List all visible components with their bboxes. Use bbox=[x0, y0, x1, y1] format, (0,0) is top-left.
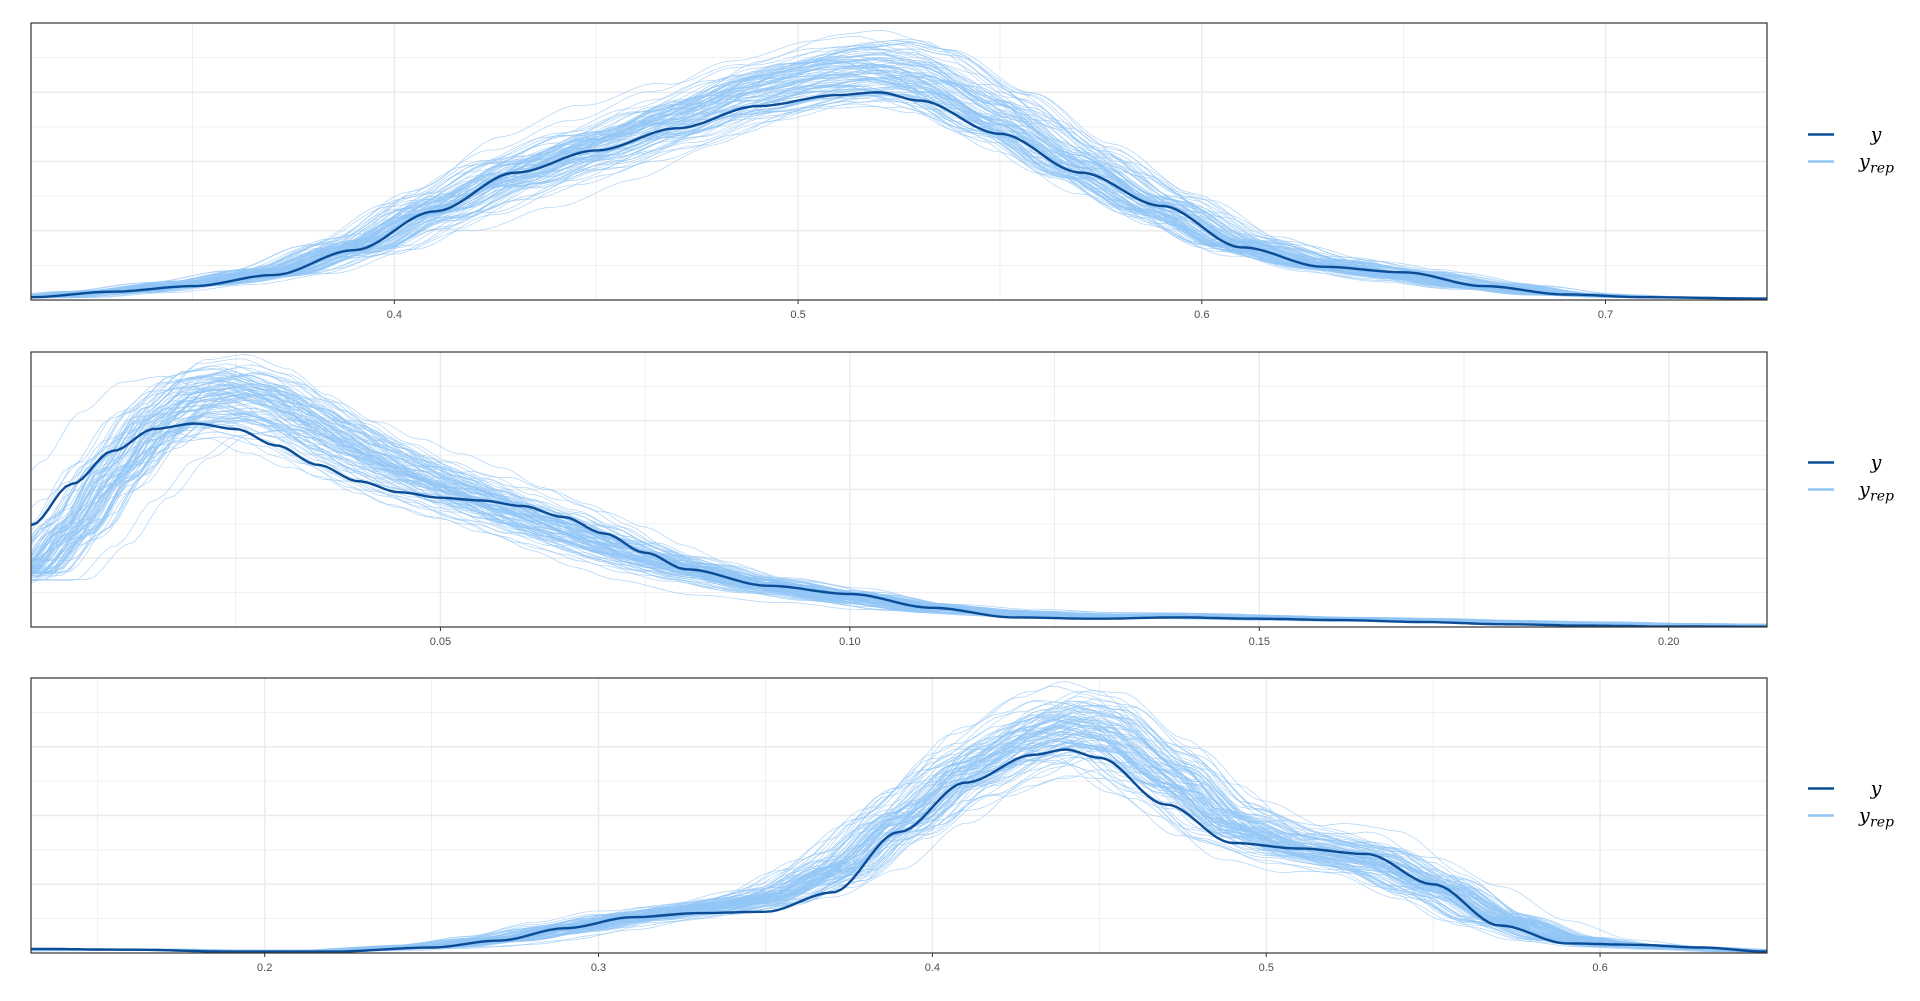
legend: yy rep bbox=[1808, 452, 1894, 505]
legend: yy rep bbox=[1808, 124, 1894, 177]
observed-y bbox=[31, 422, 1767, 627]
legend-label-y: y bbox=[1870, 452, 1882, 474]
observed-y-line bbox=[31, 748, 1767, 953]
legend-label-yrep-subscript: rep bbox=[1870, 161, 1894, 177]
x-tick-label: 0.15 bbox=[1249, 636, 1270, 648]
panel-border bbox=[30, 22, 1768, 301]
yrep-draw-line bbox=[31, 381, 1767, 626]
x-tick-label: 0.5 bbox=[790, 309, 805, 321]
panel-border bbox=[30, 351, 1768, 628]
x-tick-label: 0.7 bbox=[1598, 309, 1613, 321]
x-tick-label: 0.5 bbox=[1259, 962, 1274, 974]
observed-y bbox=[31, 91, 1767, 300]
yrep-draw-line bbox=[31, 406, 1767, 626]
legend-label-y: y bbox=[1870, 124, 1882, 146]
x-tick-label: 0.05 bbox=[430, 636, 451, 648]
yrep-draw-line bbox=[31, 88, 1767, 299]
legend-label-yrep: y bbox=[1858, 805, 1870, 827]
x-tick-label: 0.4 bbox=[387, 309, 402, 321]
observed-y-line bbox=[31, 422, 1767, 627]
yrep-draw-line bbox=[31, 73, 1767, 299]
ppc-panel-1: 0.4 0.5 0.6 0.7yy rep bbox=[30, 22, 1894, 321]
yrep-draw-line bbox=[31, 424, 1767, 626]
yrep-draw-line bbox=[31, 75, 1767, 299]
x-tick-label: 0.2 bbox=[257, 962, 272, 974]
legend: yy rep bbox=[1808, 778, 1894, 831]
legend-label-yrep-subscript: rep bbox=[1870, 489, 1894, 505]
legend-label-y: y bbox=[1870, 778, 1882, 800]
yrep-draw-line bbox=[31, 30, 1767, 300]
legend-label-yrep: y bbox=[1858, 479, 1870, 501]
yrep-draw-line bbox=[31, 681, 1767, 952]
legend-label-yrep: y bbox=[1858, 151, 1870, 173]
x-tick-label: 0.10 bbox=[839, 636, 860, 648]
ppc-panel-3: 0.2 0.3 0.4 0.5 0.6yy rep bbox=[30, 677, 1894, 974]
legend-label-yrep-subscript: rep bbox=[1870, 815, 1894, 831]
observed-y bbox=[31, 748, 1767, 953]
x-tick-label: 0.3 bbox=[591, 962, 606, 974]
x-tick-label: 0.20 bbox=[1658, 636, 1679, 648]
x-tick-label: 0.6 bbox=[1592, 962, 1607, 974]
x-tick-label: 0.4 bbox=[925, 962, 940, 974]
observed-y-line bbox=[31, 91, 1767, 300]
panel-border bbox=[30, 677, 1768, 954]
x-tick-label: 0.6 bbox=[1194, 309, 1209, 321]
yrep-draw-line bbox=[31, 57, 1767, 299]
